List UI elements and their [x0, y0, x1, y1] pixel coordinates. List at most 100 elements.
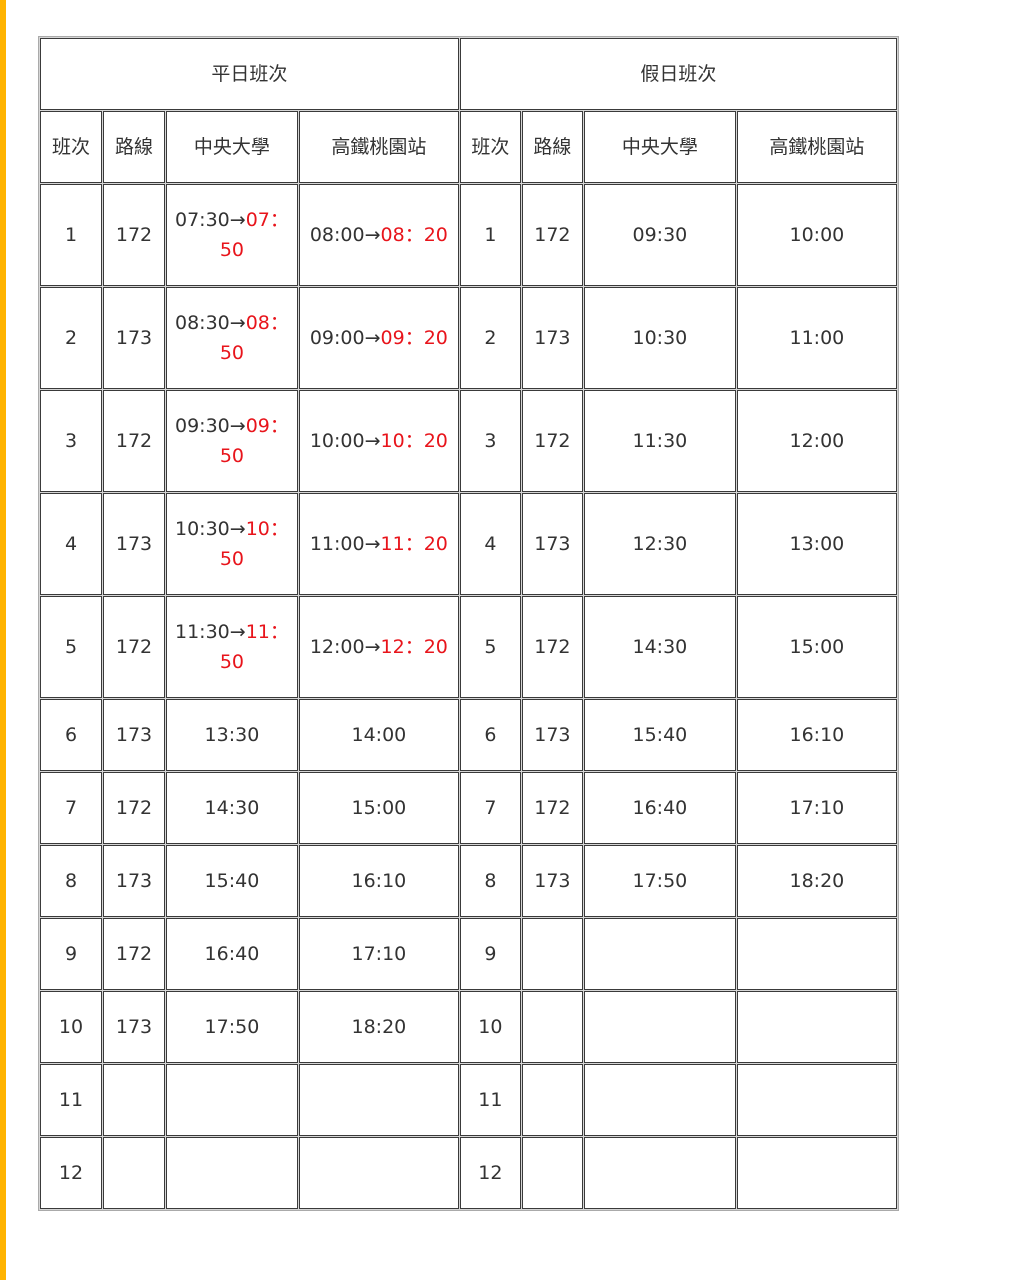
weekday-ncu-time: 17:50: [166, 991, 298, 1063]
original-time: 10:00→: [309, 430, 381, 452]
weekday-route: [103, 1064, 165, 1136]
weekday-hsr-time: 17:10: [298, 918, 459, 990]
table-row: 3 172 09:30→09：50 10:00→10：20 3 172 11:30 12:00: [40, 390, 897, 492]
holiday-hsr-time: 12:00: [736, 390, 897, 492]
holiday-trip-no: 6: [459, 699, 521, 771]
col-header-no: 班次: [459, 111, 521, 183]
revised-time: 10：20: [380, 430, 448, 452]
weekday-route: 172: [103, 772, 165, 844]
revised-time: 09：20: [380, 327, 448, 349]
holiday-route: 172: [521, 184, 583, 286]
weekday-trip-no: 11: [40, 1064, 102, 1136]
holiday-ncu-time: 12:30: [583, 493, 736, 595]
holiday-ncu-time: 17:50: [583, 845, 736, 917]
original-time: 14:30: [204, 797, 260, 819]
holiday-ncu-time: 11:30: [583, 390, 736, 492]
col-header-no: 班次: [40, 111, 102, 183]
table-row: 9 172 16:40 17:10 9: [40, 918, 897, 990]
holiday-route: 173: [521, 287, 583, 389]
revised-time: 08：20: [380, 224, 448, 246]
table-row: 10 173 17:50 18:20 10: [40, 991, 897, 1063]
table-row: 6 173 13:30 14:00 6 173 15:40 16:10: [40, 699, 897, 771]
col-header-hsr: 高鐵桃園站: [736, 111, 897, 183]
revised-time: 09：50: [219, 415, 289, 467]
holiday-route: [521, 918, 583, 990]
original-time: 15:00: [351, 797, 407, 819]
original-time: 11:00→: [309, 533, 381, 555]
weekday-route: 172: [103, 918, 165, 990]
weekday-trip-no: 3: [40, 390, 102, 492]
original-time: 08:00→: [309, 224, 381, 246]
weekday-route: 172: [103, 184, 165, 286]
weekday-section-header: 平日班次: [40, 38, 459, 110]
table-row: 4 173 10:30→10：50 11:00→11：20 4 173 12:30 13:00: [40, 493, 897, 595]
holiday-trip-no: 11: [459, 1064, 521, 1136]
weekday-hsr-time: 08:00→08：20: [298, 184, 459, 286]
weekday-trip-no: 8: [40, 845, 102, 917]
holiday-trip-no: 3: [459, 390, 521, 492]
revised-time: 12：20: [380, 636, 448, 658]
accent-bar: [0, 0, 6, 1280]
original-time: 16:40: [204, 943, 260, 965]
col-header-route: 路線: [103, 111, 165, 183]
holiday-hsr-time: 10:00: [736, 184, 897, 286]
weekday-ncu-time: 14:30: [166, 772, 298, 844]
weekday-trip-no: 7: [40, 772, 102, 844]
col-header-ncu: 中央大學: [583, 111, 736, 183]
original-time: 18:20: [351, 1016, 407, 1038]
weekday-trip-no: 6: [40, 699, 102, 771]
weekday-route: [103, 1137, 165, 1209]
original-time: 15:40: [204, 870, 260, 892]
holiday-ncu-time: [583, 991, 736, 1063]
holiday-hsr-time: [736, 918, 897, 990]
weekday-hsr-time: 14:00: [298, 699, 459, 771]
holiday-trip-no: 12: [459, 1137, 521, 1209]
table-row: 8 173 15:40 16:10 8 173 17:50 18:20: [40, 845, 897, 917]
weekday-trip-no: 4: [40, 493, 102, 595]
holiday-ncu-time: 14:30: [583, 596, 736, 698]
holiday-trip-no: 8: [459, 845, 521, 917]
weekday-trip-no: 5: [40, 596, 102, 698]
original-time: 09:00→: [309, 327, 381, 349]
holiday-ncu-time: [583, 1137, 736, 1209]
table-row: 2 173 08:30→08：50 09:00→09：20 2 173 10:30 11:00: [40, 287, 897, 389]
weekday-trip-no: 9: [40, 918, 102, 990]
holiday-ncu-time: [583, 1064, 736, 1136]
holiday-hsr-time: [736, 1137, 897, 1209]
holiday-route: [521, 1137, 583, 1209]
holiday-route: 172: [521, 596, 583, 698]
weekday-ncu-time: 09:30→09：50: [166, 390, 298, 492]
weekday-ncu-time: 16:40: [166, 918, 298, 990]
weekday-route: 173: [103, 699, 165, 771]
original-time: 16:10: [351, 870, 407, 892]
weekday-ncu-time: 15:40: [166, 845, 298, 917]
holiday-route: 173: [521, 845, 583, 917]
holiday-hsr-time: [736, 991, 897, 1063]
table-row: 12 12: [40, 1137, 897, 1209]
original-time: 07:30→: [175, 209, 246, 231]
weekday-trip-no: 1: [40, 184, 102, 286]
section-header-row: 平日班次 假日班次: [40, 38, 897, 110]
holiday-hsr-time: 11:00: [736, 287, 897, 389]
revised-time: 07：50: [219, 209, 289, 261]
table-row: 5 172 11:30→11：50 12:00→12：20 5 172 14:30 15:00: [40, 596, 897, 698]
weekday-ncu-time: [166, 1137, 298, 1209]
weekday-trip-no: 12: [40, 1137, 102, 1209]
weekday-ncu-time: 11:30→11：50: [166, 596, 298, 698]
original-time: 17:50: [204, 1016, 260, 1038]
col-header-ncu: 中央大學: [166, 111, 298, 183]
weekday-hsr-time: 10:00→10：20: [298, 390, 459, 492]
revised-time: 08：50: [219, 312, 289, 364]
holiday-hsr-time: 16:10: [736, 699, 897, 771]
holiday-route: [521, 1064, 583, 1136]
weekday-route: 172: [103, 390, 165, 492]
column-header-row: 班次 路線 中央大學 高鐵桃園站 班次 路線 中央大學 高鐵桃園站: [40, 111, 897, 183]
original-time: 10:30→: [175, 518, 246, 540]
holiday-ncu-time: [583, 918, 736, 990]
weekday-ncu-time: 07:30→07：50: [166, 184, 298, 286]
holiday-trip-no: 2: [459, 287, 521, 389]
weekday-ncu-time: [166, 1064, 298, 1136]
table-row: 11 11: [40, 1064, 897, 1136]
holiday-route: 173: [521, 493, 583, 595]
weekday-route: 173: [103, 287, 165, 389]
